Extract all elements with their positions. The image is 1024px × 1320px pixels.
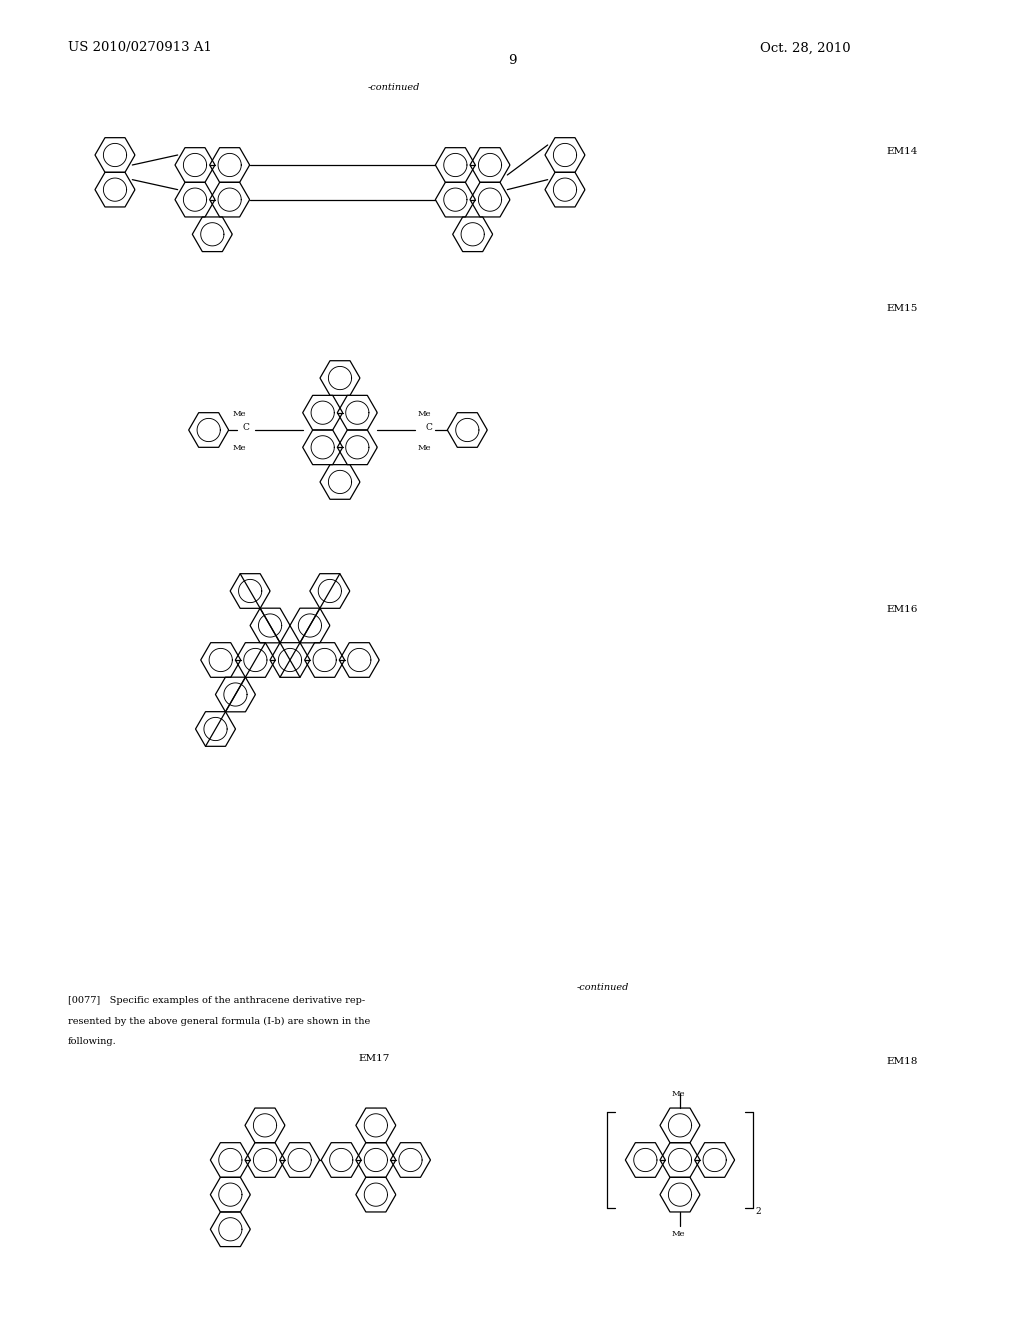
Text: C: C <box>425 424 432 433</box>
Text: following.: following. <box>68 1038 117 1045</box>
Text: US 2010/0270913 A1: US 2010/0270913 A1 <box>68 41 212 54</box>
Text: 2: 2 <box>756 1206 761 1216</box>
Text: 9: 9 <box>508 54 516 66</box>
Text: Oct. 28, 2010: Oct. 28, 2010 <box>760 41 851 54</box>
Text: resented by the above general formula (I-b) are shown in the: resented by the above general formula (I… <box>68 1016 371 1026</box>
Text: -continued: -continued <box>577 983 629 991</box>
Text: [0077]   Specific examples of the anthracene derivative rep-: [0077] Specific examples of the anthrace… <box>68 997 366 1005</box>
Text: -continued: -continued <box>368 83 420 92</box>
Text: Me: Me <box>672 1090 685 1098</box>
Text: Me: Me <box>672 1230 685 1238</box>
Text: Me: Me <box>418 411 431 418</box>
Text: EM16: EM16 <box>886 606 918 615</box>
Text: Me: Me <box>232 411 246 418</box>
Text: EM18: EM18 <box>886 1057 918 1065</box>
Text: EM15: EM15 <box>886 304 918 313</box>
Text: Me: Me <box>232 444 246 451</box>
Text: C: C <box>243 424 250 433</box>
Text: EM17: EM17 <box>358 1055 390 1063</box>
Text: EM14: EM14 <box>886 148 918 157</box>
Text: Me: Me <box>418 444 431 451</box>
